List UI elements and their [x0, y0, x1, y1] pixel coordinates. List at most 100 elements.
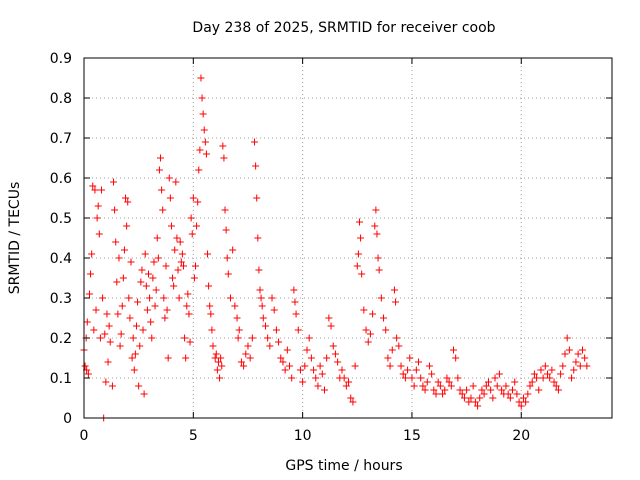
x-tick-label: 15 [403, 428, 421, 444]
data-point [246, 354, 254, 362]
data-point [369, 310, 377, 318]
data-point [89, 182, 97, 190]
data-point [578, 346, 586, 354]
data-point [94, 202, 102, 210]
data-point [113, 278, 121, 286]
data-points [80, 74, 591, 422]
data-point [291, 298, 299, 306]
data-point [515, 398, 523, 406]
data-point [570, 366, 578, 374]
data-point [99, 294, 107, 302]
data-point [537, 366, 545, 374]
data-point [138, 266, 146, 274]
data-point [565, 346, 573, 354]
data-point [312, 374, 320, 382]
data-point [184, 290, 192, 298]
data-point [101, 330, 109, 338]
data-point [425, 362, 433, 370]
data-point [583, 362, 591, 370]
data-point [382, 326, 390, 334]
data-point [408, 374, 416, 382]
data-point [362, 326, 370, 334]
data-point [264, 334, 272, 342]
data-point [135, 382, 143, 390]
data-point [188, 230, 196, 238]
data-point [149, 274, 157, 282]
data-point [530, 370, 538, 378]
data-point [290, 286, 298, 294]
data-point [480, 390, 488, 398]
data-point [447, 382, 455, 390]
data-point [270, 306, 278, 314]
data-point [183, 302, 191, 310]
data-point [164, 354, 172, 362]
data-point [159, 206, 167, 214]
data-point [410, 382, 418, 390]
data-point [152, 286, 160, 294]
data-point [157, 154, 165, 162]
data-point [277, 354, 285, 362]
y-tick-label: 0.9 [50, 51, 72, 67]
data-point [221, 206, 229, 214]
data-point [176, 238, 184, 246]
data-point [125, 294, 133, 302]
data-point [92, 306, 100, 314]
data-point [153, 234, 161, 242]
data-point [419, 382, 427, 390]
data-point [421, 386, 429, 394]
data-point [255, 266, 263, 274]
data-point [186, 338, 194, 346]
data-point [550, 378, 558, 386]
data-point [217, 354, 225, 362]
data-point [331, 350, 339, 358]
data-point [219, 142, 227, 150]
data-point [140, 390, 148, 398]
data-point [83, 318, 91, 326]
data-point [559, 362, 567, 370]
data-point [209, 342, 217, 350]
data-point [292, 310, 300, 318]
data-point [102, 378, 110, 386]
data-point [201, 138, 209, 146]
data-point [281, 366, 289, 374]
data-point [557, 370, 565, 378]
data-point [572, 358, 580, 366]
data-point [155, 166, 163, 174]
data-point [266, 342, 274, 350]
data-point [364, 338, 372, 346]
data-point [97, 186, 105, 194]
data-point [384, 354, 392, 362]
data-point [169, 274, 177, 282]
data-point [136, 342, 144, 350]
data-point [495, 370, 503, 378]
data-point [502, 382, 510, 390]
data-point [506, 394, 514, 402]
data-point [261, 322, 269, 330]
data-point [439, 390, 447, 398]
data-point [406, 354, 414, 362]
y-tick-label: 0.6 [50, 171, 72, 187]
data-point [124, 198, 132, 206]
data-point [81, 362, 89, 370]
data-point [251, 138, 259, 146]
data-point [185, 310, 193, 318]
data-point [223, 254, 231, 262]
data-point [393, 334, 401, 342]
x-tick-label: 0 [80, 428, 89, 444]
data-point [404, 366, 412, 374]
x-tick-label: 5 [189, 428, 198, 444]
data-point [128, 354, 136, 362]
data-point [148, 334, 156, 342]
data-point [504, 390, 512, 398]
data-point [131, 350, 139, 358]
data-point [305, 334, 313, 342]
data-point [316, 362, 324, 370]
data-point [509, 386, 517, 394]
data-point [436, 382, 444, 390]
data-point [212, 350, 220, 358]
data-point [366, 330, 374, 338]
data-point [563, 334, 571, 342]
data-point [90, 326, 98, 334]
data-point [206, 302, 214, 310]
data-point [310, 366, 318, 374]
